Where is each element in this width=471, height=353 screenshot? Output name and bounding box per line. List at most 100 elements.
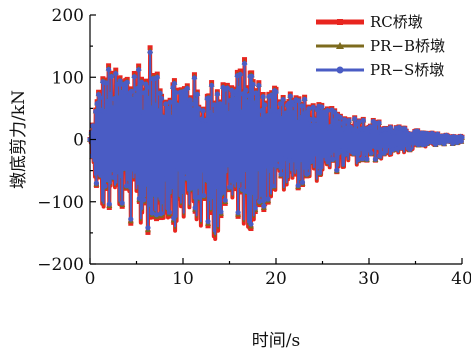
series-layer [87, 45, 465, 241]
series-3-point [424, 140, 430, 146]
series-3-point [337, 114, 343, 121]
series-3-point [171, 80, 178, 87]
series-1-point [145, 229, 151, 235]
series-3-point [390, 147, 396, 153]
series-3-point [226, 184, 233, 190]
series-3-point [252, 205, 258, 211]
series-3-point [415, 128, 421, 134]
series-3-point [223, 104, 229, 110]
series-3-point [158, 95, 165, 102]
series-3-point [175, 166, 181, 172]
series-3-point [364, 129, 371, 135]
series-3-point [206, 95, 212, 101]
series-3-point [89, 153, 95, 159]
series-3-point [321, 152, 327, 158]
series-3-point [308, 158, 314, 164]
series-3-point [279, 116, 285, 122]
series-3-point [338, 148, 344, 154]
series-3-point [134, 86, 140, 92]
series-3-point [304, 171, 310, 177]
series-3-point [111, 96, 117, 102]
series-3-point [145, 225, 151, 231]
x-tick-label: 0 [85, 269, 96, 289]
y-tick-label: 100 [52, 68, 84, 88]
series-3-point [153, 102, 159, 108]
series-3-point [115, 169, 121, 175]
series-3-point [190, 107, 196, 113]
series-3-point [323, 112, 329, 118]
series-3-point [372, 156, 379, 162]
series-3-point [236, 85, 242, 92]
series-3-point [114, 81, 120, 87]
series-3-point [138, 79, 145, 85]
series-3-point [201, 192, 207, 199]
series-3-point [350, 127, 356, 133]
series-3-point [313, 122, 319, 128]
series-3-point [306, 106, 312, 112]
series-3-point [128, 88, 135, 94]
series-3-point [261, 203, 267, 209]
series-3-point [183, 91, 189, 97]
series-3-point [277, 101, 283, 107]
series-3-point [106, 201, 112, 207]
series-3-point [352, 116, 358, 122]
x-tick-label: 20 [265, 269, 287, 289]
series-3-point [319, 104, 325, 110]
series-3-point [131, 74, 137, 80]
series-3-point [113, 70, 119, 77]
series-3-point [149, 210, 155, 216]
series-3-point [196, 194, 203, 200]
series-3-point [98, 172, 104, 178]
series-3-point [166, 209, 173, 215]
series-3-point [136, 67, 142, 73]
series-3-point [119, 200, 125, 206]
series-3-point [286, 157, 293, 163]
series-3-point [214, 91, 220, 97]
series-3-point [128, 216, 134, 222]
series-3-point [235, 209, 241, 216]
series-3-point [166, 107, 172, 113]
series-3-point [296, 98, 302, 104]
series-3-point [179, 188, 185, 195]
series-3-point [310, 104, 316, 110]
series-3-point [147, 49, 153, 55]
series-3-point [347, 147, 353, 153]
series-3-point [170, 84, 176, 91]
series-3-point [287, 93, 293, 99]
series-3-point [141, 197, 147, 203]
series-3-point [325, 159, 331, 165]
series-3-point [428, 139, 434, 145]
series-3-point [188, 101, 195, 107]
series-3-point [210, 112, 216, 119]
series-3-point [154, 74, 160, 80]
series-3-point [459, 134, 465, 140]
series-3-point [249, 73, 255, 79]
series-3-point [327, 124, 333, 130]
series-3-point [144, 84, 150, 90]
series-3-point [309, 123, 315, 129]
series-3-point [231, 96, 238, 102]
series-3-point [329, 156, 336, 162]
series-3-point [458, 138, 464, 144]
series-3-point [153, 212, 160, 218]
series-3-point [324, 107, 331, 114]
series-1-point [128, 220, 134, 226]
series-3-point [239, 186, 245, 192]
x-tick-label: 30 [358, 269, 380, 289]
series-3-point [299, 179, 306, 185]
series-3-point [176, 105, 182, 111]
series-3-point [411, 140, 417, 146]
series-3-point [111, 174, 117, 180]
legend-entry-1: RC桥墩 [312, 12, 462, 32]
series-3-point [103, 80, 109, 86]
series-3-point [342, 151, 348, 157]
series-3-point [376, 120, 382, 126]
series-3-point [244, 188, 250, 194]
series-3-point [224, 85, 230, 91]
x-axis-label: 时间/s [252, 331, 300, 351]
series-3-point [104, 99, 110, 105]
series-3-point [108, 74, 115, 80]
series-3-point [312, 117, 318, 123]
series-3-point [369, 128, 375, 135]
series-3-point [184, 85, 190, 92]
